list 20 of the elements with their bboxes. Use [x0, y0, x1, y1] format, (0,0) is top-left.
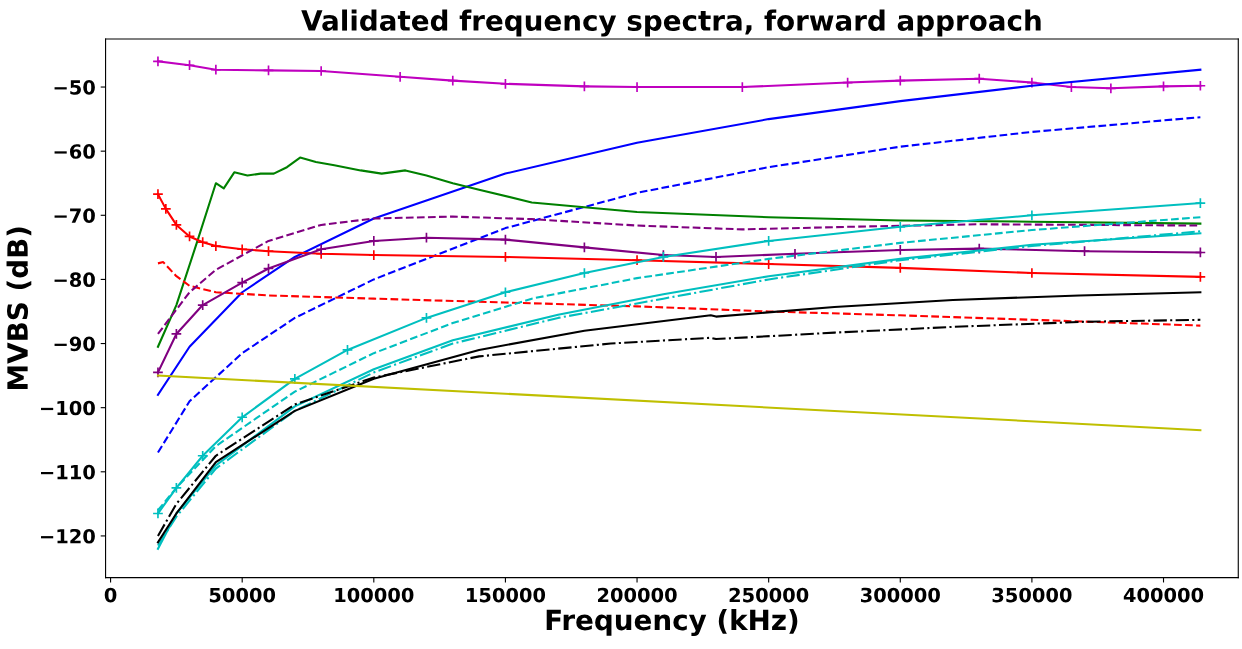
y-tick-label: −80 — [54, 272, 95, 288]
x-tick-label: 200000 — [597, 587, 677, 603]
y-tick-label: −110 — [41, 464, 95, 480]
x-tick-label: 250000 — [729, 587, 809, 603]
chart-title: Validated frequency spectra, forward approach — [301, 9, 1041, 37]
y-tick-label: −100 — [41, 400, 95, 416]
x-tick-label: 400000 — [1123, 587, 1204, 603]
x-tick-label: 300000 — [860, 587, 940, 603]
x-tick-label: 50000 — [209, 587, 276, 603]
x-tick-label: 350000 — [992, 587, 1072, 603]
x-tick-label: 150000 — [467, 587, 546, 603]
y-tick-label: −70 — [54, 208, 95, 223]
x-axis-title: Frequency (kHz) — [546, 608, 798, 637]
y-tick-label: −60 — [54, 144, 95, 159]
y-tick-label: −120 — [41, 528, 95, 544]
y-tick-label: −90 — [54, 336, 95, 352]
x-tick-label: 100000 — [335, 587, 414, 603]
y-axis-title: MVBS (dB) — [6, 227, 32, 389]
x-tick-label: 0 — [104, 587, 117, 603]
y-tick-label: −50 — [54, 79, 95, 95]
